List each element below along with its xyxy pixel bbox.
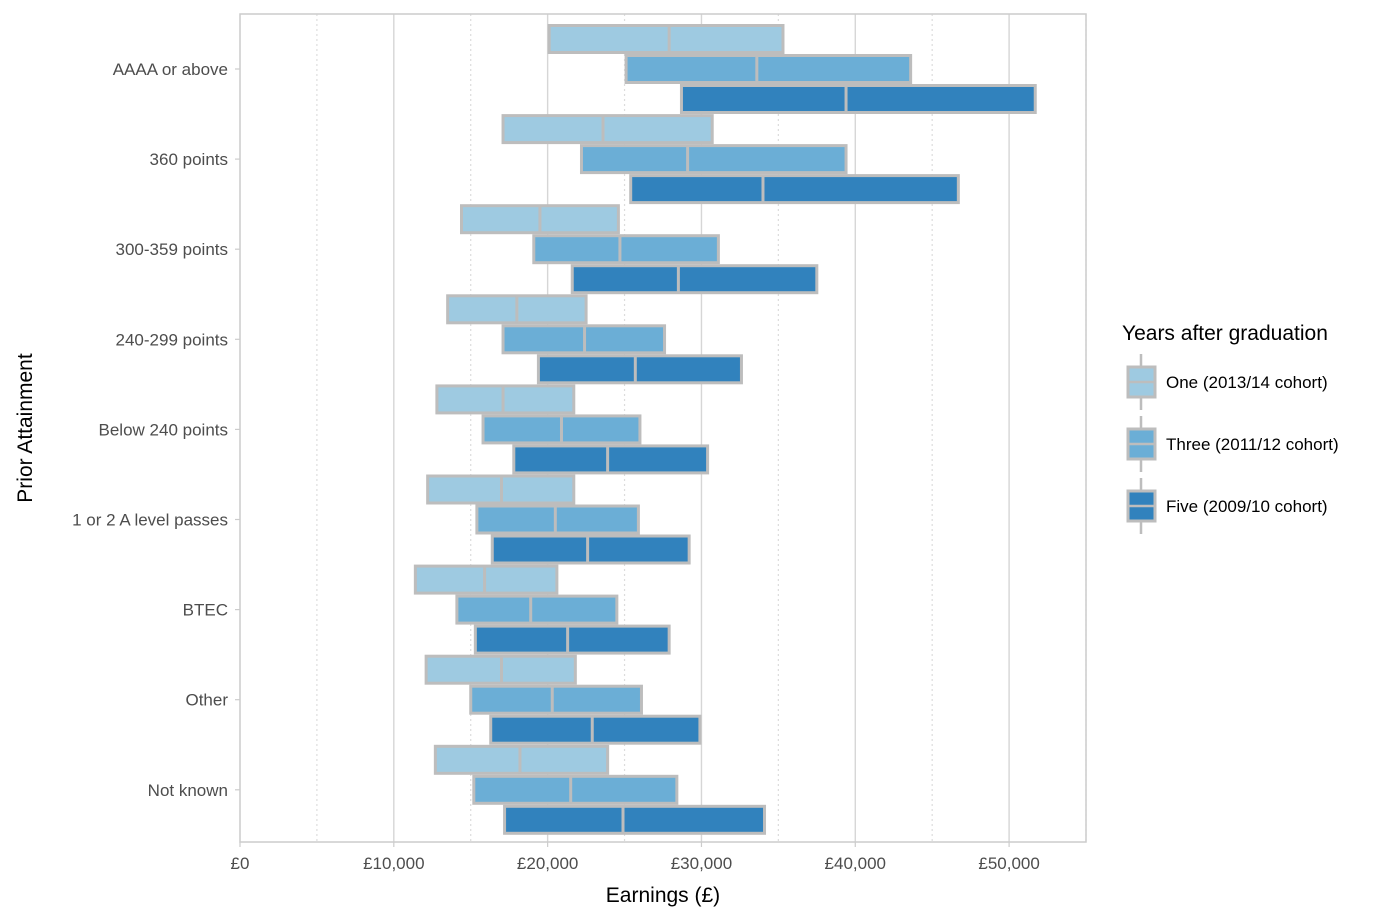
y-tick-label: 240-299 points [116,330,228,349]
box-iqr [532,234,720,265]
y-axis-title: Prior Attainment [14,353,37,503]
legend-item: Five (2009/10 cohort) [1126,478,1328,534]
x-tick-label: £40,000 [825,854,886,873]
box [624,54,913,84]
box [629,174,960,205]
legend: Years after graduation One (2013/14 coho… [1122,322,1339,534]
box-iqr [579,144,848,175]
y-tick-label: 300-359 points [116,240,228,259]
y-tick-label: Below 240 points [99,420,228,439]
box-iqr [473,624,671,655]
box-iqr [624,54,913,84]
x-tick-label: £30,000 [671,854,732,873]
box-iqr [536,354,743,385]
box [512,444,710,475]
y-tick-label: Not known [148,781,228,800]
box [435,384,576,415]
y-axis-ticks: AAAA or above 360 points 300-359 points 240… [72,60,240,800]
x-tick-label: £20,000 [517,854,578,873]
box-iqr [501,114,714,145]
box-iqr [455,594,619,625]
box [413,564,559,595]
legend-label: Five (2009/10 cohort) [1166,497,1328,516]
legend-items: One (2013/14 cohort) Three (2011/12 cohor… [1126,354,1339,534]
box [426,474,576,505]
box-iqr [547,24,785,54]
box [547,24,785,54]
box [459,204,620,235]
box-iqr [413,564,559,595]
box-series [413,24,1037,835]
box [455,594,619,625]
y-tick-label: AAAA or above [113,60,228,79]
box [501,324,667,355]
box-iqr [503,804,767,835]
y-tick-label: 360 points [150,150,228,169]
box [536,354,743,385]
box-iqr [433,744,610,775]
x-tick-label: £50,000 [978,854,1039,873]
box [579,144,848,175]
box-iqr [629,174,960,205]
box [490,534,691,565]
series-2-boxes [455,54,913,805]
x-axis-title: Earnings (£) [606,884,720,907]
legend-label: Three (2011/12 cohort) [1166,435,1339,454]
box-iqr [490,534,691,565]
box [424,654,577,685]
box-iqr [435,384,576,415]
x-axis-ticks: £0 £10,000 £20,000 £30,000 £40,000 £50,000 [231,842,1040,873]
box [679,84,1037,114]
box-iqr [469,684,643,715]
box [469,684,643,715]
box [532,234,720,265]
legend-item: Three (2011/12 cohort) [1126,416,1339,472]
box-iqr [489,714,702,745]
box-iqr [472,774,679,805]
plot-panel-border [239,13,1087,843]
box [433,744,610,775]
box [481,414,642,445]
box [473,624,671,655]
legend-title: Years after graduation [1122,322,1328,345]
legend-item: One (2013/14 cohort) [1126,354,1328,410]
y-tick-label: Other [185,691,228,710]
box [570,264,819,295]
box-iqr [679,84,1037,114]
legend-label: One (2013/14 cohort) [1166,373,1328,392]
x-tick-label: £10,000 [363,854,424,873]
box [472,774,679,805]
box [446,294,588,325]
y-tick-label: BTEC [183,601,228,620]
box [475,504,640,535]
series-3-boxes [473,84,1037,835]
series-1-boxes [413,24,785,775]
box [503,804,767,835]
y-tick-label: 1 or 2 A level passes [72,511,228,530]
box-iqr [475,504,640,535]
box [489,714,702,745]
box [501,114,714,145]
x-tick-label: £0 [231,854,250,873]
box-iqr [512,444,710,475]
box-iqr [570,264,819,295]
